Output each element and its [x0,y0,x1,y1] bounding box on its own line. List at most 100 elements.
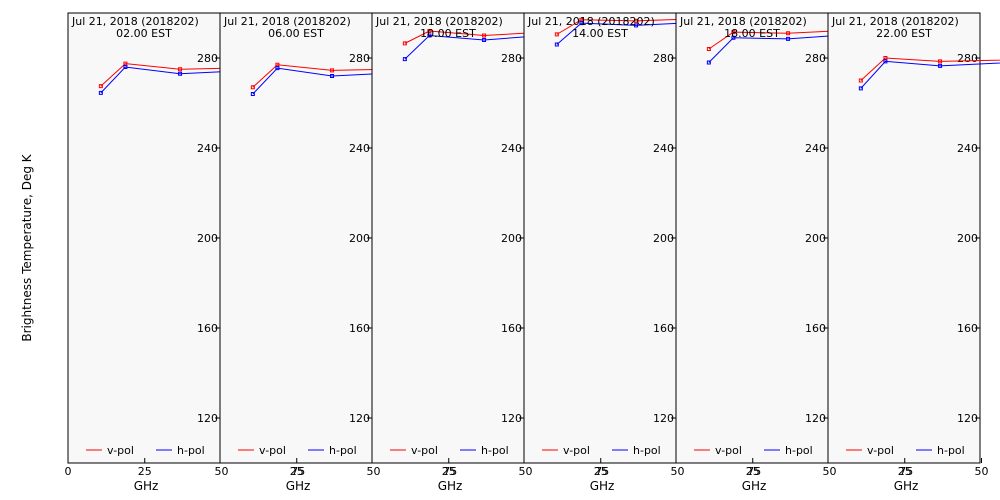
x-tick-label: 75 [899,465,913,478]
panel-time: 02.00 EST [116,27,172,40]
x-tick-label: 25 [442,465,456,478]
data-point-v-pol [482,33,487,38]
data-point-v-pol [178,67,183,72]
legend-label: v-pol [715,444,742,457]
panel-time: 10.00 EST [420,27,476,40]
y-tick-label: 120 [349,412,370,425]
x-tick-label: 25 [138,465,152,478]
data-point-v-pol [250,85,255,90]
data-point-h-pol [275,66,280,71]
x-tick-label: 50 [671,465,685,478]
x-tick-label: 75 [443,465,457,478]
plot-area [371,12,525,464]
y-tick-label: 240 [805,142,826,155]
data-point-v-pol [98,84,103,89]
y-tick-label: 160 [349,322,370,335]
y-tick-label: 200 [957,232,978,245]
data-point-h-pol [883,59,888,64]
data-point-v-pol [858,78,863,83]
y-tick-label: 200 [501,232,522,245]
y-tick-label: 280 [957,52,978,65]
legend-label: h-pol [937,444,965,457]
y-tick-label: 240 [957,142,978,155]
data-point-h-pol [250,92,255,96]
y-tick-label: 240 [501,142,522,155]
panel-time: 18.00 EST [724,27,780,40]
x-tick-label: 25 [594,465,608,478]
data-point-v-pol [554,32,559,37]
plot-area [67,12,221,464]
x-tick-label: 50 [519,465,533,478]
x-axis-label: GHz [134,479,159,493]
data-point-h-pol [634,23,639,28]
x-axis-label: GHz [894,479,919,493]
x-axis-label: GHz [590,479,615,493]
plot-area [523,12,677,464]
panel-title: Jul 21, 2018 (2018202) [375,15,503,28]
panel-time: 06.00 EST [268,27,324,40]
y-tick-label: 280 [805,52,826,65]
x-tick-label: 50 [975,465,989,478]
x-tick-label: 50 [367,465,381,478]
y-tick-label: 160 [501,322,522,335]
series-line-h-pol [860,60,1000,89]
legend-label: h-pol [785,444,813,457]
legend-label: v-pol [259,444,286,457]
x-tick-label: 75 [595,465,609,478]
data-point-v-pol [786,31,791,36]
data-point-h-pol [938,63,943,68]
y-tick-label: 200 [349,232,370,245]
y-tick-label: 280 [197,52,218,65]
y-tick-label: 160 [957,322,978,335]
y-tick-label: 120 [197,412,218,425]
x-axis-label: GHz [438,479,463,493]
panel-title: Jul 21, 2018 (2018202) [679,15,807,28]
y-tick-label: 280 [501,52,522,65]
legend-label: v-pol [563,444,590,457]
y-tick-label: 240 [349,142,370,155]
y-tick-label: 160 [197,322,218,335]
x-tick-label: 25 [898,465,912,478]
panel-time: 22.00 EST [876,27,932,40]
panel-title: Jul 21, 2018 (2018202) [831,15,959,28]
data-point-v-pol [938,59,943,64]
data-point-h-pol [123,65,128,69]
data-point-h-pol [178,71,183,76]
y-tick-label: 120 [805,412,826,425]
data-point-h-pol [330,74,335,78]
panel-title: Jul 21, 2018 (2018202) [527,15,655,28]
y-tick-label: 200 [805,232,826,245]
data-point-h-pol [482,38,487,42]
panel-title: Jul 21, 2018 (2018202) [71,15,199,28]
legend-label: v-pol [107,444,134,457]
x-tick-label: 25 [746,465,760,478]
y-tick-label: 240 [653,142,674,155]
data-point-h-pol [786,36,791,41]
data-point-v-pol [402,41,407,46]
panel-title: Jul 21, 2018 (2018202) [223,15,351,28]
x-tick-label: 75 [747,465,761,478]
x-axis-label: GHz [286,479,311,493]
x-tick-label: 0 [65,465,72,478]
legend-label: v-pol [867,444,894,457]
x-axis-label: GHz [742,479,767,493]
y-tick-label: 280 [349,52,370,65]
x-tick-label: 50 [215,465,229,478]
data-point-h-pol [858,86,863,91]
data-point-h-pol [554,42,559,47]
y-tick-label: 120 [653,412,674,425]
plot-area [675,12,829,464]
x-tick-label: 50 [823,465,837,478]
data-point-v-pol [634,18,639,23]
legend-label: h-pol [177,444,205,457]
data-point-h-pol [731,35,736,40]
series-line-v-pol [860,57,1000,81]
plot-area [827,12,981,464]
x-tick-label: 75 [291,465,305,478]
